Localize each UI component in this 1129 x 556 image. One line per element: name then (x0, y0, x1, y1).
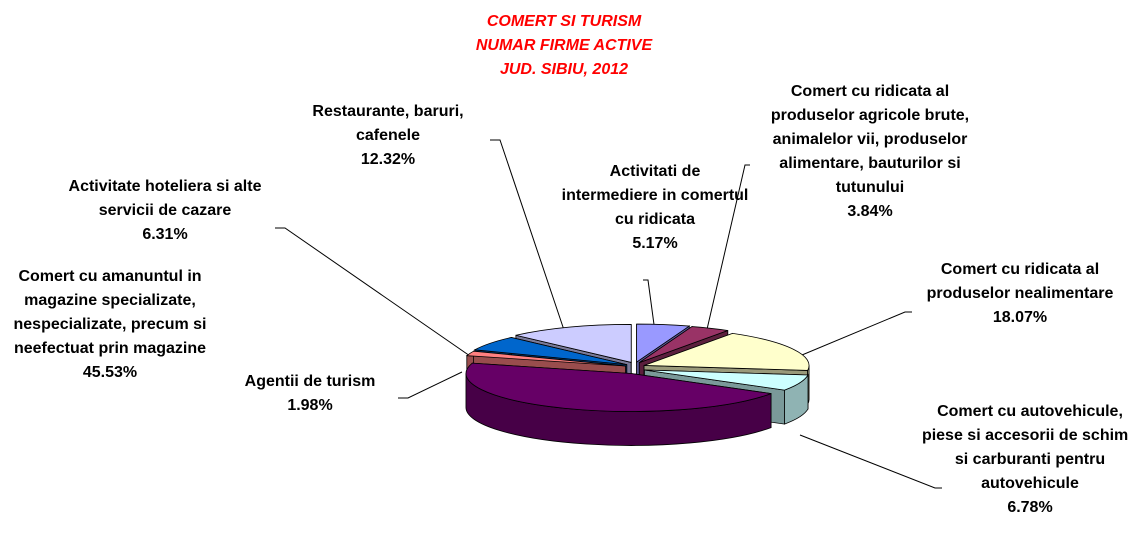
slice-top (515, 324, 632, 363)
category-label: Comert cu ridicata al produselor nealime… (926, 261, 1114, 302)
title-line: JUD. SIBIU, 2012 (499, 61, 629, 78)
data-label: Comert cu amanuntul in magazine speciali… (10, 265, 210, 385)
value-label: 1.98% (287, 397, 333, 414)
category-label: Agentii de turism (244, 373, 376, 390)
data-label: Activitati de intermediere in comertul c… (560, 160, 750, 256)
category-label: Activitate hoteliera si alte servicii de… (68, 178, 262, 219)
chart-title: COMERT SI TURISM NUMAR FIRME ACTIVE JUD.… (414, 10, 714, 82)
leader-line (275, 227, 471, 357)
pie-slice (465, 362, 772, 446)
category-label: Activitati de intermediere in comertul c… (561, 163, 749, 228)
value-label: 45.53% (82, 364, 138, 381)
leader-line (398, 371, 463, 399)
pie (465, 323, 810, 446)
data-label: Restaurante, baruri, cafenele 12.32% (288, 100, 488, 172)
leader-lines (275, 139, 942, 489)
title-line: COMERT SI TURISM (486, 13, 642, 30)
title-line: NUMAR FIRME ACTIVE (475, 37, 653, 54)
slice-top (644, 369, 809, 391)
value-label: 5.17% (632, 235, 678, 252)
slice-top (465, 350, 626, 367)
category-label: Comert cu autovehicule, piese si accesor… (921, 403, 1129, 492)
slice-top (639, 326, 728, 363)
data-label: Comert cu ridicata al produselor nealime… (910, 258, 1129, 330)
leader-line (490, 139, 566, 334)
slice-top (473, 337, 627, 366)
category-label: Comert cu amanuntul in magazine speciali… (13, 268, 207, 357)
leader-line (789, 311, 912, 361)
data-label: Comert cu autovehicule, piese si accesor… (915, 400, 1129, 520)
category-label: Comert cu ridicata al produselor agricol… (770, 83, 970, 196)
value-label: 6.78% (1007, 499, 1053, 516)
slice-top (465, 362, 772, 412)
value-label: 12.32% (360, 151, 416, 168)
data-label: Activitate hoteliera si alte servicii de… (45, 175, 285, 247)
value-label: 18.07% (992, 309, 1048, 326)
data-label: Comert cu ridicata al produselor agricol… (755, 80, 985, 224)
category-label: Restaurante, baruri, cafenele (312, 103, 464, 144)
leader-line (643, 279, 656, 333)
slice-top (643, 332, 810, 371)
slice-top (636, 323, 691, 363)
value-label: 3.84% (847, 203, 893, 220)
value-label: 6.31% (142, 226, 188, 243)
data-label: Agentii de turism 1.98% (210, 370, 410, 418)
leader-line (704, 164, 750, 339)
leader-line (799, 434, 942, 489)
